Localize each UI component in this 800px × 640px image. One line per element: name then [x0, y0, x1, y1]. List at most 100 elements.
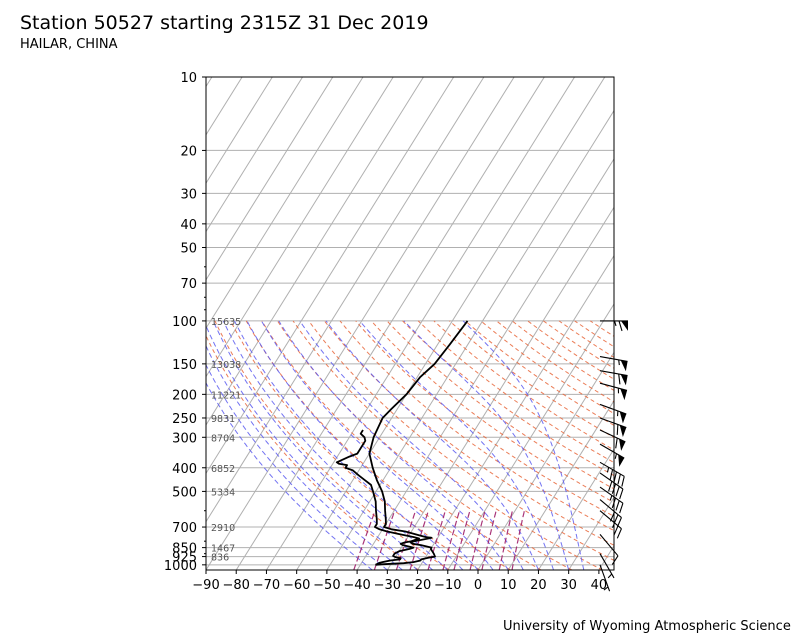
gridline-isotherm: [629, 77, 800, 570]
height-label: 836: [211, 553, 229, 564]
wind-barb: [599, 356, 628, 372]
wind-barb-full: [619, 502, 624, 514]
moist-adiabat: [261, 320, 494, 570]
wind-barb-staff: [599, 472, 624, 490]
wind-barb-full: [619, 488, 624, 500]
background-lines: [0, 77, 800, 570]
y-tick-label: 700: [172, 521, 197, 536]
dry-adiabat: [324, 320, 614, 546]
moist-adiabat: [359, 320, 555, 570]
dry-adiabat: [245, 320, 511, 570]
chart-title: Station 50527 starting 2315Z 31 Dec 2019: [20, 12, 429, 34]
wind-barb-pennant: [621, 320, 628, 331]
dry-adiabat: [355, 320, 614, 517]
moist-adiabat: [246, 320, 479, 570]
mixing-ratio-line: [427, 510, 446, 570]
dry-adiabat: [386, 320, 614, 490]
gridline-isotherm: [417, 254, 614, 570]
wind-barb: [599, 417, 627, 437]
wind-barb: [599, 534, 619, 565]
moist-adiabat: [222, 320, 449, 570]
height-label: 1467: [211, 544, 235, 555]
moist-adiabat: [233, 320, 464, 570]
gridline-isotherm: [206, 77, 303, 233]
x-tick-label: −40: [343, 578, 370, 593]
mixing-ratio-line: [481, 510, 497, 570]
wind-barb-staff: [599, 429, 626, 443]
wind-barb-full: [611, 555, 619, 565]
mixing-ratio-line: [395, 510, 417, 570]
wind-barb: [600, 320, 628, 332]
wind-barb-staff: [599, 510, 622, 530]
wind-barb-half: [613, 320, 617, 327]
wind-barb-staff: [599, 461, 625, 477]
mixing-ratio-line: [498, 510, 513, 570]
height-label: 6852: [211, 464, 235, 475]
wind-barb-full: [615, 486, 620, 497]
wind-barb: [599, 403, 627, 424]
wind-barb-pennant: [620, 360, 628, 372]
wind-barb-pennant: [619, 438, 626, 451]
dry-adiabat: [214, 320, 450, 570]
wind-barb: [599, 472, 624, 500]
gridline-isotherm: [206, 77, 394, 378]
height-label: 15635: [211, 317, 241, 328]
height-label: 9831: [211, 414, 235, 425]
x-tick-label: −10: [434, 578, 461, 593]
moist-adiabat: [462, 320, 585, 570]
y-tick-label: 200: [172, 388, 197, 403]
gridline-isotherm: [206, 77, 424, 426]
moist-adiabat: [206, 363, 388, 570]
wind-barb-pennant: [620, 374, 628, 386]
x-tick-label: 10: [500, 578, 517, 593]
wind-barb-full: [617, 473, 621, 485]
x-tick-label: −20: [404, 578, 431, 593]
moist-adiabat: [278, 320, 509, 570]
wind-barb-full: [616, 424, 619, 435]
wind-barb-full: [608, 481, 613, 492]
gridline-isotherm: [598, 544, 614, 570]
gridline-isotherm: [538, 448, 614, 570]
height-label: 8704: [211, 433, 235, 444]
y-tick-label: 100: [172, 315, 197, 330]
x-tick-label: −80: [223, 578, 250, 593]
gridline-isotherm: [356, 158, 614, 570]
y-tick-label: 70: [180, 277, 197, 292]
wind-barb-full: [618, 320, 623, 332]
mixing-ratio-line: [373, 510, 396, 570]
dry-adiabat: [277, 320, 573, 570]
x-tick-label: −50: [313, 578, 340, 593]
wind-barb: [599, 382, 628, 401]
dry-adiabat: [543, 320, 614, 369]
wind-barb-staff: [599, 486, 624, 504]
moist-adiabat: [325, 320, 539, 570]
wind-barb-staff: [599, 403, 627, 415]
gridline-isotherm: [659, 77, 800, 570]
y-tick-label: 150: [172, 358, 197, 373]
dry-adiabat: [261, 320, 542, 570]
moist-adiabat: [206, 381, 373, 570]
y-tick-label: 250: [172, 412, 197, 427]
gridline-isotherm: [568, 496, 614, 570]
gridline-isotherm: [447, 303, 614, 570]
x-tick-label: 20: [530, 578, 547, 593]
height-label: 13038: [211, 360, 241, 371]
wind-barb-staff: [599, 370, 628, 377]
dry-adiabat: [496, 320, 614, 403]
wind-barb: [599, 510, 622, 539]
chart-subtitle: HAILAR, CHINA: [20, 37, 118, 52]
moist-adiabat: [403, 320, 570, 570]
gridline-isotherm: [0, 77, 182, 570]
moist-adiabat: [299, 320, 524, 570]
gridline-isotherm: [206, 77, 485, 523]
gridline-isotherm: [206, 77, 334, 281]
y-tick-label: 1000: [164, 559, 197, 574]
mixing-ratio-line: [409, 510, 429, 570]
wind-barb-half: [618, 359, 620, 366]
wind-barb-full: [615, 437, 618, 449]
wind-barb-staff: [599, 534, 619, 557]
y-tick-label: 50: [180, 241, 197, 256]
dry-adiabat: [370, 320, 614, 503]
dry-adiabat: [230, 320, 481, 570]
wind-barb-full: [611, 483, 617, 494]
